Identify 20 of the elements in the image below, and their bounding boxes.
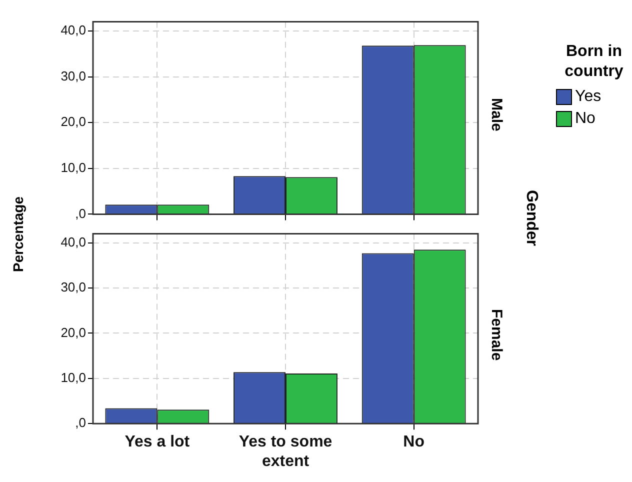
y-tick-label: ,0 xyxy=(75,415,86,430)
x-tick-label: Yes a lot xyxy=(124,434,190,451)
text: Gender xyxy=(522,190,540,246)
legend-title: Born in country xyxy=(564,42,624,82)
y-tick-label: 10,0 xyxy=(60,370,86,385)
text: Female xyxy=(488,309,505,361)
y-tick-label: 40,0 xyxy=(60,234,86,250)
y-tick-label: 30,0 xyxy=(60,280,86,295)
y-tick-label: 30,0 xyxy=(60,68,86,84)
y-tick-label: 20,0 xyxy=(60,324,86,340)
x-tick-label: No xyxy=(403,434,425,451)
y-tick-label: 10,0 xyxy=(60,160,86,175)
y-tick-label: 40,0 xyxy=(60,22,86,38)
y-axis-title: Percentage xyxy=(10,196,26,272)
x-tick-label: Yes to some extent xyxy=(238,434,332,470)
y-tick-label: 20,0 xyxy=(60,114,86,130)
legend-label: Yes xyxy=(575,88,602,106)
y-tick-label: ,0 xyxy=(75,206,86,221)
legend-label: No xyxy=(575,110,596,128)
text: Male xyxy=(488,98,505,132)
